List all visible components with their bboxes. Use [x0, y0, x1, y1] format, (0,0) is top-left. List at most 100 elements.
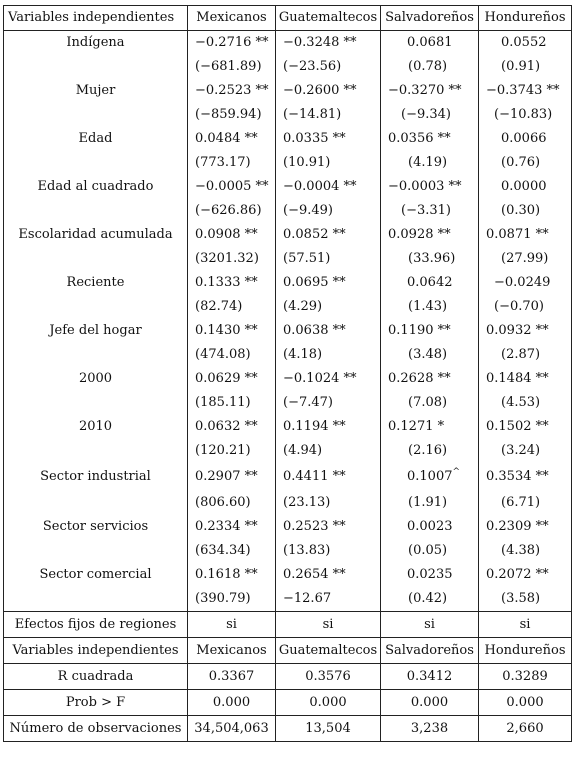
standard-error-row: (390.79) −12.67 (0.42) (3.58): [3, 587, 572, 612]
coefficient-cell: 0.0638 **: [275, 319, 381, 343]
fixed-effects-cell: si: [380, 611, 479, 638]
standard-error-cell: (−3.31): [380, 199, 479, 223]
coefficient-row: Sector comercial 0.1618 ** 0.2654 ** 0.0235…: [3, 563, 572, 587]
statistic-label: Número de observaciones: [3, 715, 188, 742]
header-repeat-cell: Hondureños: [478, 637, 572, 664]
variable-name-spacer: [3, 539, 188, 563]
standard-error-row: (773.17) (10.91) (4.19) (0.76): [3, 151, 572, 175]
coefficient-cell: 0.0932 **: [478, 319, 572, 343]
variable-name-spacer: [3, 247, 188, 271]
variable-name: Edad al cuadrado: [3, 175, 188, 199]
header-cell-hondurenos: Hondureños: [478, 5, 572, 31]
coefficient-cell: 0.2628 **: [380, 367, 479, 391]
coefficient-cell: 0.0484 **: [187, 127, 276, 151]
coefficient-cell: 0.2334 **: [187, 515, 276, 539]
standard-error-row: (120.21) (4.94) (2.16) (3.24): [3, 439, 572, 463]
statistic-row: R cuadrada 0.3367 0.3576 0.3412 0.3289: [3, 663, 572, 690]
coefficient-cell: 0.1502 **: [478, 415, 572, 439]
coefficient-cell: −0.2523 **: [187, 79, 276, 103]
coefficient-cell: −0.3743 **: [478, 79, 572, 103]
coefficient-cell: 0.1271 *: [380, 415, 479, 439]
standard-error-cell: (4.19): [380, 151, 479, 175]
standard-error-cell: (−10.83): [478, 103, 572, 127]
statistic-cell: 0.3367: [187, 663, 276, 690]
variable-name-spacer: [3, 103, 188, 127]
statistic-label: Prob > F: [3, 689, 188, 716]
standard-error-cell: (4.38): [478, 539, 572, 563]
coefficient-cell: 0.0235: [380, 563, 479, 587]
standard-error-cell: (−7.47): [275, 391, 381, 415]
statistic-cell: 0.000: [380, 689, 479, 716]
standard-error-cell: (634.34): [187, 539, 276, 563]
standard-error-cell: (2.87): [478, 343, 572, 367]
coefficient-cell: 0.0552: [478, 30, 572, 55]
coefficient-row: 2000 0.0629 ** −0.1024 ** 0.2628 ** 0.1484 *…: [3, 367, 572, 391]
statistic-cell: 0.3289: [478, 663, 572, 690]
coefficient-row: Mujer −0.2523 ** −0.2600 ** −0.3270 ** −0.37…: [3, 79, 572, 103]
statistic-cell: 13,504: [275, 715, 381, 742]
header-row-repeat: Variables independientes Mexicanos Guatema…: [3, 637, 572, 664]
fixed-effects-row: Efectos fijos de regiones si si si si: [3, 611, 572, 638]
coefficient-cell: 0.2907 **: [187, 463, 276, 491]
standard-error-cell: (474.08): [187, 343, 276, 367]
coefficient-cell: −0.0003 **: [380, 175, 479, 199]
coefficient-cell: −0.0004 **: [275, 175, 381, 199]
statistic-row: Número de observaciones 34,504,063 13,504 3…: [3, 715, 572, 742]
standard-error-cell: (4.94): [275, 439, 381, 463]
standard-error-row: (806.60) (23.13) (1.91) (6.71): [3, 491, 572, 515]
standard-error-cell: (3.48): [380, 343, 479, 367]
standard-error-cell: (1.43): [380, 295, 479, 319]
standard-error-cell: (10.91): [275, 151, 381, 175]
coefficient-cell: 0.1618 **: [187, 563, 276, 587]
coefficient-cell: −0.0249: [478, 271, 572, 295]
coefficient-cell: −0.0005 **: [187, 175, 276, 199]
standard-error-cell: (773.17): [187, 151, 276, 175]
standard-error-cell: (4.53): [478, 391, 572, 415]
standard-error-cell: (2.16): [380, 439, 479, 463]
standard-error-cell: (−23.56): [275, 55, 381, 79]
statistic-cell: 0.000: [478, 689, 572, 716]
standard-error-cell: (3201.32): [187, 247, 276, 271]
standard-error-cell: (4.18): [275, 343, 381, 367]
variable-name: Reciente: [3, 271, 188, 295]
statistic-cell: 34,504,063: [187, 715, 276, 742]
statistic-cell: 2,660: [478, 715, 572, 742]
coefficient-value: 0.1007: [407, 469, 453, 484]
standard-error-cell: (−681.89): [187, 55, 276, 79]
variable-name: Sector industrial: [3, 463, 188, 491]
standard-error-cell: (33.96): [380, 247, 479, 271]
variable-name-spacer: [3, 491, 188, 515]
coefficient-row: Sector servicios 0.2334 ** 0.2523 ** 0.0023…: [3, 515, 572, 539]
table-body: Variables independientes Mexicanos Guate…: [3, 5, 572, 742]
standard-error-cell: (−626.86): [187, 199, 276, 223]
coefficient-cell: 0.0066: [478, 127, 572, 151]
coefficient-cell: 0.4411 **: [275, 463, 381, 491]
coefficient-cell: 0.2072 **: [478, 563, 572, 587]
coefficient-cell: 0.1194 **: [275, 415, 381, 439]
variable-name-spacer: [3, 199, 188, 223]
variable-name-spacer: [3, 391, 188, 415]
coefficient-cell: 0.0629 **: [187, 367, 276, 391]
coefficient-cell: 0.2523 **: [275, 515, 381, 539]
coefficient-cell: 0.2654 **: [275, 563, 381, 587]
statistic-row: Prob > F 0.000 0.000 0.000 0.000: [3, 689, 572, 716]
header-repeat-cell: Variables independientes: [3, 637, 188, 664]
coefficient-cell: 0.2309 **: [478, 515, 572, 539]
regression-table: Variables independientes Mexicanos Guate…: [3, 5, 572, 742]
significance-marker: ^: [452, 467, 461, 478]
coefficient-row: Sector industrial 0.2907 ** 0.4411 ** 0.100…: [3, 463, 572, 491]
standard-error-cell: (390.79): [187, 587, 276, 612]
coefficient-cell: 0.0852 **: [275, 223, 381, 247]
coefficient-cell: 0.0695 **: [275, 271, 381, 295]
variable-name: Mujer: [3, 79, 188, 103]
statistic-cell: 0.3576: [275, 663, 381, 690]
regression-table-container: Variables independientes Mexicanos Guate…: [3, 5, 572, 742]
coefficient-cell: 0.1190 **: [380, 319, 479, 343]
coefficient-cell: 0.0871 **: [478, 223, 572, 247]
variable-name-spacer: [3, 55, 188, 79]
standard-error-row: (−626.86) (−9.49) (−3.31) (0.30): [3, 199, 572, 223]
standard-error-cell: (−0.70): [478, 295, 572, 319]
statistic-label: R cuadrada: [3, 663, 188, 690]
coefficient-row: Jefe del hogar 0.1430 ** 0.0638 ** 0.1190 *…: [3, 319, 572, 343]
standard-error-cell: (82.74): [187, 295, 276, 319]
